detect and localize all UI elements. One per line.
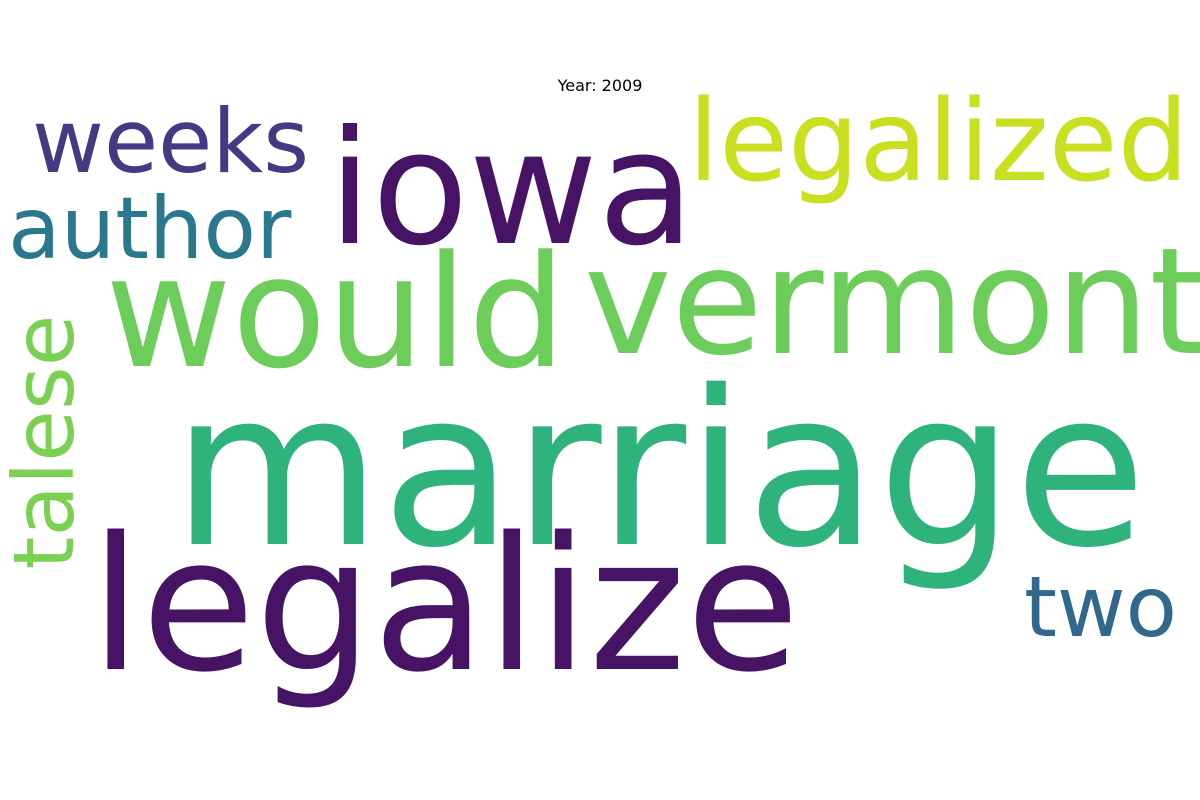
page-title: Year: 2009 xyxy=(557,76,643,95)
word-iowa: iowa xyxy=(328,97,695,281)
word-legalized: legalized xyxy=(688,77,1189,207)
word-legalize: legalize xyxy=(90,497,800,713)
word-marriage: marriage xyxy=(172,344,1147,595)
word-vermont: vermont xyxy=(584,216,1200,388)
word-would: would xyxy=(105,222,567,403)
word-author: author xyxy=(8,179,292,279)
word-two: two xyxy=(1024,558,1178,656)
word-talese: talese xyxy=(0,314,93,570)
word-weeks: weeks xyxy=(32,90,310,193)
